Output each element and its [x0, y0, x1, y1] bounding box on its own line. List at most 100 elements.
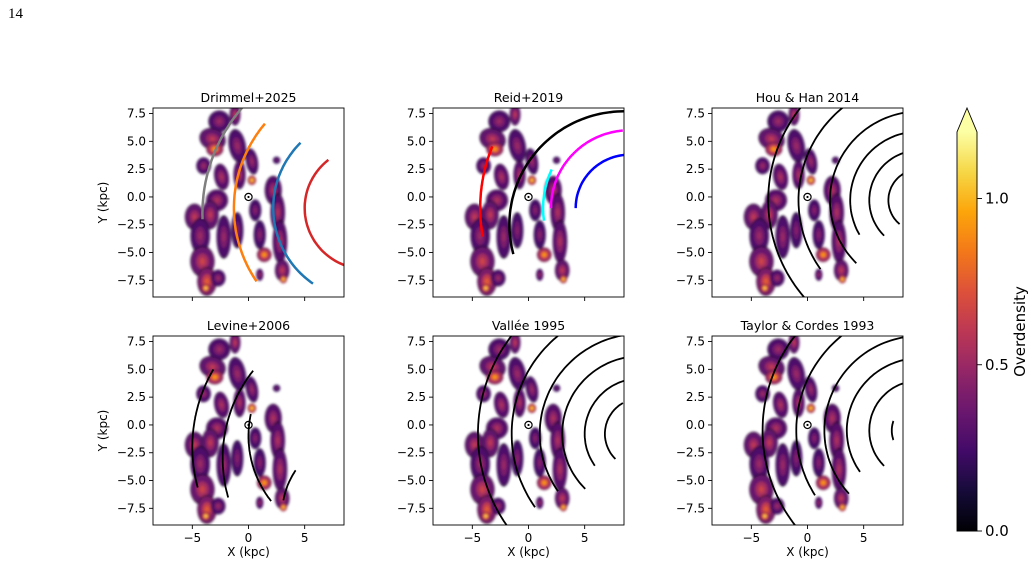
- arm-2: [510, 336, 560, 508]
- arm-4: [303, 158, 344, 267]
- density-blob: [216, 215, 232, 259]
- blob-core: [250, 407, 253, 410]
- x-tick-label: 5: [860, 531, 868, 545]
- density-blob: [190, 445, 210, 482]
- y-tick-label: −5.0: [676, 246, 705, 260]
- x-tick-label: 0: [525, 531, 533, 545]
- sun-marker: [524, 420, 533, 430]
- blob-core: [197, 459, 203, 469]
- blob-core: [204, 515, 207, 518]
- blob-core: [515, 454, 519, 463]
- axes-frame: [711, 335, 904, 526]
- density-blob: [247, 403, 257, 414]
- density-blob: [831, 219, 847, 264]
- density-blob: [256, 247, 272, 262]
- density-blob: [274, 259, 290, 282]
- blob-core: [533, 207, 537, 213]
- blob-core: [839, 267, 843, 273]
- density-blob: [253, 220, 266, 250]
- density-blob: [812, 220, 825, 250]
- density-blob: [773, 391, 789, 418]
- blob-core: [492, 147, 497, 151]
- y-tick-label: 5.0: [127, 134, 146, 148]
- arm-6: [604, 402, 624, 460]
- density-blob: [509, 336, 521, 354]
- blob-core: [253, 207, 257, 213]
- arm-5: [868, 152, 903, 237]
- y-tick-label: −2.5: [676, 446, 705, 460]
- y-tick-label: 7.5: [127, 107, 146, 121]
- y-tick-label: −7.5: [397, 501, 426, 515]
- blob-core: [276, 436, 280, 445]
- blob-core: [751, 441, 756, 449]
- axes-frame: [432, 107, 625, 298]
- blob-core: [484, 506, 490, 513]
- blob-core: [767, 439, 772, 447]
- blob-core: [797, 171, 800, 179]
- arm-2: [508, 110, 624, 255]
- blob-core: [794, 454, 798, 463]
- colorbar-tick-label: 0.0: [985, 522, 1009, 540]
- blob-core: [768, 136, 775, 142]
- blob-core: [216, 276, 220, 281]
- blob-core: [515, 369, 520, 378]
- density-blob: [201, 283, 211, 293]
- colorbar-label: Overdensity: [1011, 286, 1029, 377]
- density-blob: [508, 129, 527, 163]
- panel-title: Taylor & Cordes 1993: [740, 318, 875, 333]
- density-blob: [775, 443, 791, 487]
- colorbar-tick-label: 1.0: [985, 190, 1009, 208]
- arm-5: [574, 153, 624, 209]
- y-tick-label: −5.0: [397, 246, 426, 260]
- blob-core: [199, 485, 206, 494]
- blob-core: [778, 401, 783, 408]
- arm-4: [549, 129, 623, 209]
- sun-marker: [803, 192, 812, 202]
- arm-1: [761, 336, 797, 525]
- blob-core: [781, 459, 785, 470]
- density-blob: [249, 427, 262, 450]
- blob-core: [214, 197, 220, 203]
- density-blob: [256, 268, 264, 281]
- density-blob: [536, 268, 544, 281]
- arm-3: [823, 336, 903, 495]
- blob-core: [773, 197, 779, 203]
- blob-core: [275, 387, 278, 390]
- plot-area: [184, 108, 344, 296]
- density-blob: [533, 220, 546, 250]
- blob-core: [809, 407, 812, 410]
- blob-core: [809, 158, 813, 165]
- blob-core: [821, 253, 825, 257]
- y-tick-label: 2.5: [127, 390, 146, 404]
- arm-2: [232, 122, 266, 283]
- blob-core: [235, 454, 239, 463]
- blob-core: [555, 159, 558, 162]
- blob-core: [496, 276, 500, 281]
- y-tick-label: 7.5: [127, 335, 146, 349]
- blob-core: [250, 158, 254, 165]
- density-blob: [755, 157, 770, 175]
- density-blob: [815, 496, 823, 509]
- arm-1: [201, 108, 244, 220]
- blob-core: [775, 346, 781, 352]
- sun-marker-dot: [247, 195, 250, 199]
- density-blob: [790, 440, 803, 477]
- arm-6: [887, 172, 903, 225]
- blob-core: [817, 231, 821, 239]
- density-map: [184, 108, 290, 296]
- blob-core: [775, 276, 779, 281]
- x-tick-label: −5: [742, 531, 760, 545]
- blob-core: [542, 481, 546, 485]
- y-axis-label: Y (kpc): [96, 182, 110, 225]
- blob-core: [792, 340, 796, 346]
- blob-core: [496, 118, 502, 124]
- density-blob: [806, 403, 816, 414]
- density-blob: [815, 475, 831, 490]
- blob-core: [212, 375, 217, 379]
- blob-core: [214, 425, 220, 431]
- density-blob: [808, 427, 821, 450]
- density-blob: [229, 336, 241, 354]
- y-tick-label: 0.0: [686, 418, 705, 432]
- blob-core: [556, 436, 560, 445]
- blob-core: [484, 515, 487, 518]
